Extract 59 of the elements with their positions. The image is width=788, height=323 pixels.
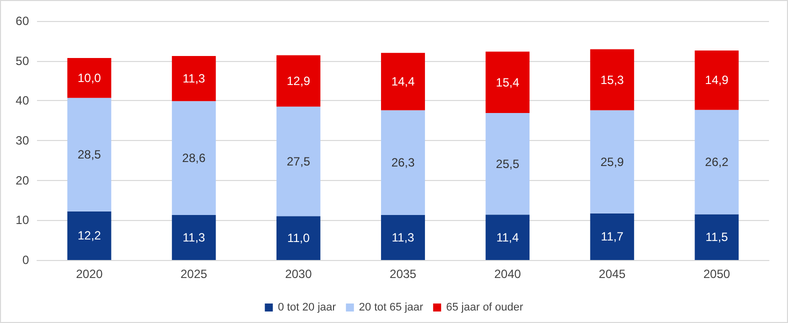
data-label: 14,9 — [705, 73, 729, 88]
data-label: 11,4 — [496, 230, 520, 244]
data-label: 15,4 — [496, 75, 520, 90]
data-label: 15,3 — [600, 72, 624, 87]
bar — [381, 110, 425, 215]
data-label: 10,0 — [78, 70, 102, 85]
bar — [694, 50, 739, 110]
y-tick-label: 20 — [16, 173, 30, 188]
bar — [276, 216, 320, 260]
legend-label: 65 jaar of ouder — [446, 302, 524, 314]
y-tick-label: 60 — [16, 14, 30, 28]
x-tick-label: 2050 — [703, 267, 730, 281]
bar — [590, 110, 634, 214]
data-label: 11,7 — [600, 230, 624, 244]
data-label: 11,0 — [287, 231, 310, 246]
bar — [276, 55, 320, 107]
data-label: 12,2 — [78, 228, 102, 243]
data-label: 14,4 — [391, 74, 415, 89]
bar — [276, 106, 320, 216]
bar — [486, 214, 530, 260]
data-label: 11,3 — [182, 230, 206, 244]
data-label: 12,9 — [286, 74, 310, 88]
data-label: 11,3 — [392, 230, 415, 244]
bar — [172, 214, 216, 260]
x-tick-label: 2035 — [390, 267, 417, 281]
data-label: 25,5 — [496, 156, 520, 171]
data-label: 27,5 — [286, 154, 310, 168]
data-label: 28,6 — [182, 151, 206, 166]
y-tick-label: 50 — [16, 54, 30, 68]
bar — [694, 214, 739, 260]
bar — [486, 52, 530, 114]
bar — [590, 213, 634, 260]
bar — [67, 211, 112, 260]
bar — [67, 58, 112, 98]
x-tick-label: 2040 — [494, 267, 522, 281]
bar — [381, 52, 425, 110]
bar — [590, 49, 634, 110]
bar — [486, 113, 530, 215]
bar — [67, 98, 112, 212]
data-label: 25,9 — [600, 154, 624, 169]
bar — [172, 56, 216, 102]
data-label: 11,5 — [705, 230, 728, 244]
y-tick-label: 30 — [16, 134, 30, 148]
bar — [694, 110, 739, 214]
y-tick-label: 40 — [16, 94, 30, 108]
data-label: 28,5 — [78, 148, 102, 162]
x-tick-label: 2030 — [285, 267, 312, 281]
data-label: 26,3 — [391, 156, 415, 170]
y-tick-label: 0 — [22, 253, 30, 267]
x-tick-label: 2020 — [76, 267, 103, 281]
legend-label: 0 tot 20 jaar — [278, 302, 336, 314]
legend-label: 20 tot 65 jaar — [358, 302, 424, 314]
y-tick-label: 10 — [16, 213, 30, 228]
bar — [381, 214, 425, 260]
bar — [172, 101, 216, 215]
data-label: 11,3 — [182, 72, 206, 86]
data-label: 26,2 — [705, 155, 729, 170]
x-tick-label: 2025 — [180, 267, 208, 281]
x-tick-label: 2045 — [598, 267, 626, 281]
